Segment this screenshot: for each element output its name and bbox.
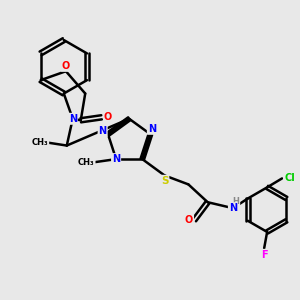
Text: N: N xyxy=(229,203,237,213)
Text: O: O xyxy=(62,61,70,71)
Text: CH₃: CH₃ xyxy=(78,158,95,166)
Text: Cl: Cl xyxy=(284,173,295,183)
Text: N: N xyxy=(148,124,156,134)
Text: F: F xyxy=(261,250,268,260)
Text: O: O xyxy=(185,215,193,225)
Text: N: N xyxy=(99,126,107,136)
Text: S: S xyxy=(161,176,168,186)
Text: H: H xyxy=(232,197,239,206)
Text: CH₃: CH₃ xyxy=(32,138,48,147)
Text: N: N xyxy=(112,154,120,164)
Text: O: O xyxy=(104,112,112,122)
Text: N: N xyxy=(69,114,77,124)
